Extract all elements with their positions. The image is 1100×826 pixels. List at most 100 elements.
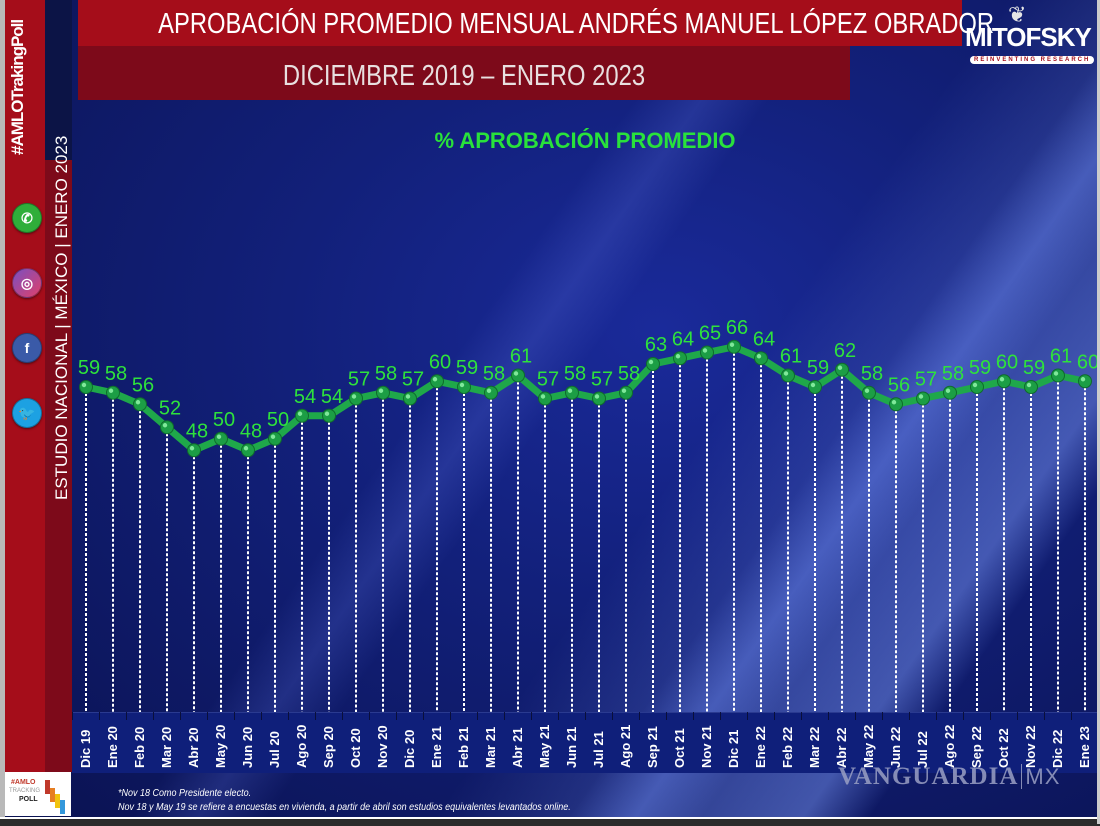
page-title: APROBACIÓN PROMEDIO MENSUAL ANDRÉS MANUE…: [158, 8, 995, 40]
x-axis-label: Jul 20: [267, 731, 282, 768]
data-label: 57: [915, 369, 937, 391]
mitofsky-logo: MITOFSKY: [965, 22, 1092, 52]
svg-text:TRACKING: TRACKING: [9, 788, 40, 794]
data-label: 52: [159, 397, 181, 419]
tracking-poll-logo: #AMLO TRACKING POLL: [5, 772, 71, 816]
data-label: 61: [1050, 346, 1072, 368]
data-point: [457, 380, 471, 394]
data-label: 58: [564, 363, 586, 385]
data-point: [187, 443, 201, 458]
data-label: 64: [672, 328, 694, 350]
x-axis-label: Abr 20: [186, 727, 201, 768]
footnote-2: Nov 18 y May 19 se refiere a encuestas e…: [118, 802, 571, 813]
x-axis-label: Ene 20: [105, 726, 120, 768]
x-axis-label: Oct 21: [672, 728, 687, 768]
sidebar-darkred-band: [45, 160, 72, 772]
data-point: [79, 380, 93, 394]
data-point: [403, 391, 417, 406]
date-range: DICIEMBRE 2019 – ENERO 2023: [282, 60, 646, 92]
data-label: 62: [834, 340, 856, 362]
x-axis-label: Ene 22: [753, 726, 768, 768]
data-label: 48: [240, 420, 262, 442]
drop-lines: [85, 352, 1086, 712]
data-point: [727, 339, 741, 354]
x-axis-label: Feb 20: [132, 726, 147, 768]
data-label: 57: [537, 369, 559, 391]
facebook-icon[interactable]: f: [12, 333, 42, 363]
data-point: [349, 391, 363, 406]
whatsapp-icon[interactable]: ✆: [12, 203, 42, 233]
x-axis-label: Dic 21: [726, 729, 741, 768]
x-axis-label: Feb 22: [780, 726, 795, 768]
x-axis-label: May 22: [861, 724, 876, 768]
data-label: 54: [321, 386, 343, 408]
data-point: [1024, 380, 1038, 394]
x-axis-label: Ago 20: [294, 724, 309, 768]
footnote-1: *Nov 18 Como Presidente electo.: [118, 788, 252, 799]
data-label: 57: [402, 369, 424, 391]
data-label: 58: [375, 363, 397, 385]
data-point: [835, 362, 849, 377]
data-label: 56: [132, 374, 154, 396]
data-label: 50: [267, 409, 289, 431]
data-label: 56: [888, 374, 910, 396]
data-point: [646, 357, 660, 371]
watermark-suffix: MX: [1021, 764, 1061, 789]
data-point: [619, 385, 633, 400]
mitofsky-tagline: REINVENTING RESEARCH: [970, 56, 1095, 64]
data-point: [700, 345, 714, 360]
data-label: 58: [618, 363, 640, 385]
twitter-icon[interactable]: 🐦: [12, 398, 42, 428]
data-label: 59: [807, 357, 829, 379]
data-point: [808, 380, 822, 394]
x-axis-label: Nov 22: [1023, 725, 1038, 768]
data-point: [106, 385, 120, 400]
sidebar-red-band: [5, 0, 45, 772]
data-point: [241, 443, 255, 458]
data-label: 64: [753, 328, 775, 350]
x-axis-label: May 20: [213, 724, 228, 768]
data-point: [673, 351, 687, 366]
data-label: 57: [348, 369, 370, 391]
data-label: 58: [483, 363, 505, 385]
data-label: 61: [510, 346, 532, 368]
x-axis-label: Feb 21: [456, 726, 471, 768]
data-point: [565, 385, 579, 400]
chart-title: % APROBACIÓN PROMEDIO: [434, 128, 736, 153]
x-axis-label: Ene 21: [429, 726, 444, 768]
data-point: [592, 391, 606, 406]
data-point: [538, 391, 552, 406]
data-point: [160, 420, 174, 435]
data-label: 59: [1023, 357, 1045, 379]
x-axis-label: Mar 20: [159, 726, 174, 768]
x-axis-label: Oct 20: [348, 728, 363, 768]
x-axis-label: Jun 21: [564, 726, 579, 768]
title-band: [78, 0, 962, 46]
x-axis-label: Mar 22: [807, 726, 822, 768]
data-point: [214, 431, 228, 446]
x-axis-label: Dic 20: [402, 729, 417, 768]
data-point: [133, 397, 147, 412]
sidebar-dark-top: [45, 0, 72, 160]
x-axis-label: Ago 21: [618, 724, 633, 768]
data-point: [862, 385, 876, 400]
data-point: [430, 374, 444, 389]
x-axis-label: Mar 21: [483, 726, 498, 768]
svg-text:#AMLO: #AMLO: [11, 779, 36, 786]
data-point: [268, 431, 282, 446]
data-point: [511, 368, 525, 383]
x-axis-label: Sep 20: [321, 726, 336, 768]
data-label: 63: [645, 334, 667, 356]
data-point: [943, 385, 957, 400]
instagram-icon[interactable]: ◎: [12, 268, 42, 298]
x-axis-label: Jun 20: [240, 726, 255, 768]
vanguardia-watermark: VANGUARDIA MX: [838, 763, 1061, 791]
x-axis-label: May 21: [537, 724, 552, 768]
data-point: [322, 408, 336, 423]
x-axis-label: Ago 22: [942, 724, 957, 768]
data-label: 59: [969, 357, 991, 379]
right-edge: [1097, 0, 1100, 824]
data-label: 59: [78, 357, 100, 379]
data-label: 58: [105, 363, 127, 385]
